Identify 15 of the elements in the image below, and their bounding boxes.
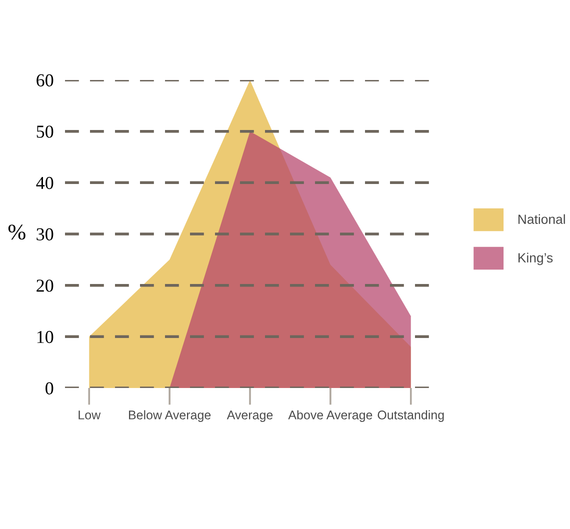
x-tick-label: Average bbox=[226, 410, 273, 422]
y-tick-label: 30 bbox=[36, 228, 54, 240]
y-tick-label: 10 bbox=[37, 330, 54, 344]
y-tick-label: 60 bbox=[36, 74, 54, 86]
x-tick-label: Low bbox=[78, 410, 101, 420]
x-tick-label: Above Average bbox=[288, 410, 372, 422]
y-tick-label: 50 bbox=[36, 126, 54, 138]
y-tick-label: 40 bbox=[36, 176, 54, 190]
y-axis-title: % bbox=[8, 224, 26, 240]
x-tick-label: Outstanding bbox=[378, 410, 444, 422]
y-tick-label: 0 bbox=[46, 382, 54, 394]
y-tick-label: 20 bbox=[36, 280, 54, 292]
legend-label: National bbox=[518, 214, 565, 224]
x-tick-label: Below Average bbox=[129, 410, 211, 422]
legend-label: King’s bbox=[518, 252, 553, 266]
